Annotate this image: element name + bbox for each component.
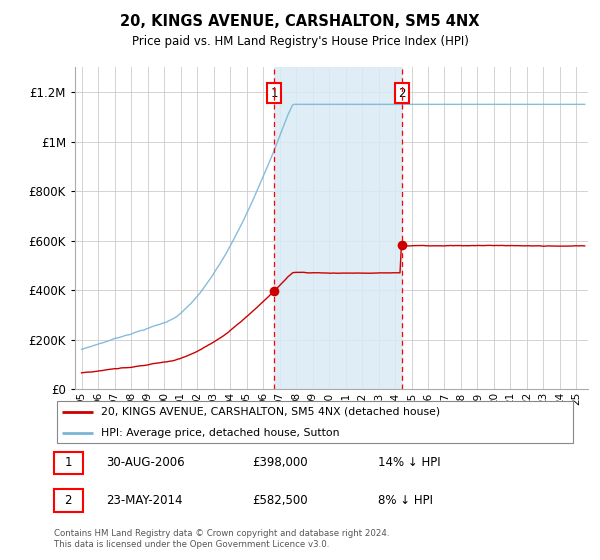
- Text: Contains HM Land Registry data © Crown copyright and database right 2024.
This d: Contains HM Land Registry data © Crown c…: [54, 529, 389, 549]
- Text: 20, KINGS AVENUE, CARSHALTON, SM5 4NX (detached house): 20, KINGS AVENUE, CARSHALTON, SM5 4NX (d…: [101, 407, 440, 417]
- Text: £582,500: £582,500: [253, 494, 308, 507]
- Text: £398,000: £398,000: [253, 456, 308, 469]
- Bar: [274, 67, 402, 389]
- Text: Price paid vs. HM Land Registry's House Price Index (HPI): Price paid vs. HM Land Registry's House …: [131, 35, 469, 48]
- Text: 2: 2: [64, 494, 72, 507]
- Text: 30-AUG-2006: 30-AUG-2006: [106, 456, 185, 469]
- Text: 8% ↓ HPI: 8% ↓ HPI: [377, 494, 433, 507]
- Text: 20, KINGS AVENUE, CARSHALTON, SM5 4NX: 20, KINGS AVENUE, CARSHALTON, SM5 4NX: [120, 14, 480, 29]
- FancyBboxPatch shape: [56, 401, 574, 444]
- Text: HPI: Average price, detached house, Sutton: HPI: Average price, detached house, Sutt…: [101, 428, 340, 438]
- FancyBboxPatch shape: [54, 489, 83, 512]
- Text: 14% ↓ HPI: 14% ↓ HPI: [377, 456, 440, 469]
- FancyBboxPatch shape: [54, 451, 83, 474]
- Text: 23-MAY-2014: 23-MAY-2014: [106, 494, 182, 507]
- Text: 1: 1: [270, 87, 278, 100]
- Text: 1: 1: [64, 456, 72, 469]
- Text: 2: 2: [398, 87, 406, 100]
